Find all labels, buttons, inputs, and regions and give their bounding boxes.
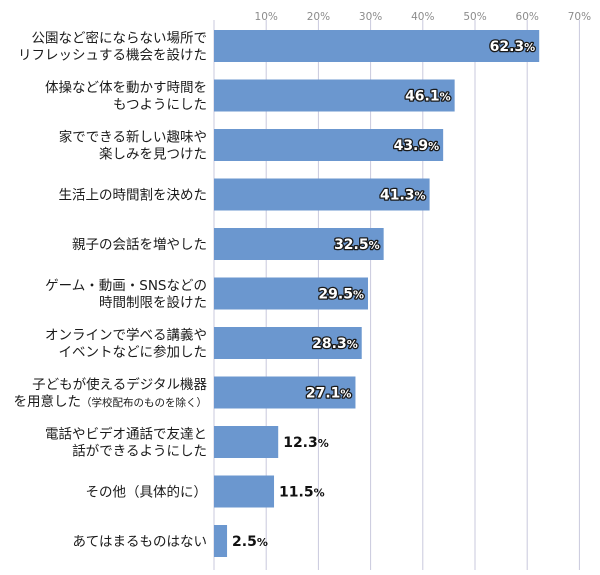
value-label: 32.5%	[334, 237, 380, 253]
tick-label: 60%	[516, 11, 539, 23]
category-label: ゲーム・動画・SNSなどの時間制限を設けた	[45, 278, 207, 311]
value-percent-sign: %	[369, 239, 380, 252]
value-label: 27.1%	[306, 386, 352, 402]
value-percent-sign: %	[347, 338, 358, 351]
bar	[214, 475, 275, 508]
category-label-line: を用意した	[14, 393, 82, 410]
tick-label: 10%	[255, 11, 278, 23]
bar	[214, 129, 444, 161]
value-label: 28.3%	[312, 336, 358, 352]
bar	[214, 178, 430, 211]
value-labels: 62.3%46.1%43.9%41.3%32.5%29.5%28.3%27.1%…	[232, 38, 536, 550]
category-label-line: オンラインで学べる講義や	[45, 327, 207, 344]
category-label: 子どもが使えるデジタル機器を用意した（学校配布のものを除く）	[14, 376, 208, 410]
category-label-line: その他（具体的に）	[86, 485, 208, 501]
value-label: 62.3%	[490, 39, 536, 55]
value-percent-sign: %	[318, 437, 329, 450]
value-percent-sign: %	[524, 41, 535, 54]
value-number: 11.5	[279, 485, 314, 501]
tick-label: 20%	[307, 11, 330, 23]
bar	[214, 376, 356, 409]
value-percent-sign: %	[340, 388, 351, 401]
tick-label: 50%	[463, 11, 486, 23]
category-label-line: もつようにした	[113, 97, 207, 113]
value-number: 62.3	[490, 39, 525, 55]
category-label-line: 生活上の時間割を決めた	[59, 187, 208, 204]
value-number: 46.1	[405, 89, 440, 105]
category-label-line: イベントなどに参加した	[59, 344, 208, 361]
category-label: 公園など密にならない場所でリフレッシュする機会を設けた	[18, 30, 207, 64]
value-percent-sign: %	[440, 91, 451, 104]
value-number: 41.3	[380, 188, 415, 204]
value-number: 29.5	[318, 287, 353, 303]
bar	[214, 426, 279, 458]
category-note: （学校配布のものを除く）	[81, 396, 207, 409]
category-label-line: 時間制限を設けた	[99, 295, 207, 311]
value-label: 29.5%	[318, 287, 364, 303]
category-label: 家でできる新しい趣味や楽しみを見つけた	[59, 129, 207, 163]
category-label-line: 体操など体を動かす時間を	[45, 80, 207, 96]
category-label: 親子の会話を増やした	[72, 236, 207, 253]
bar	[214, 79, 455, 112]
category-label-line: あてはまるものはない	[73, 534, 207, 550]
value-number: 12.3	[283, 435, 318, 451]
value-number: 27.1	[306, 386, 341, 402]
value-number: 28.3	[312, 336, 347, 352]
tick-label: 30%	[359, 11, 382, 23]
category-label-line: ゲーム・動画・SNSなどの	[45, 278, 207, 294]
bar	[214, 228, 384, 260]
category-label-line: 電話やビデオ通話で友達と	[45, 426, 207, 443]
category-label-line: リフレッシュする機会を設けた	[18, 48, 207, 64]
category-label-line: 親子の会話を増やした	[72, 236, 207, 253]
category-label: 生活上の時間割を決めた	[59, 187, 208, 204]
category-label-line: 公園など密にならない場所で	[32, 30, 208, 47]
category-label-line: 楽しみを見つけた	[99, 147, 207, 163]
category-labels: 公園など密にならない場所でリフレッシュする機会を設けた体操など体を動かす時間をも…	[14, 30, 208, 551]
bar	[214, 327, 362, 359]
category-label-line: 子どもが使えるデジタル機器	[32, 376, 207, 393]
tick-label: 70%	[568, 11, 591, 23]
category-label: 体操など体を動かす時間をもつようにした	[45, 80, 207, 113]
bar	[214, 277, 368, 310]
value-number: 32.5	[334, 237, 369, 253]
x-axis-ticks: 10% 20% 30% 40% 50% 60% 70%	[255, 11, 592, 23]
value-label: 41.3%	[380, 188, 426, 204]
value-percent-sign: %	[353, 289, 364, 302]
value-percent-sign: %	[415, 190, 426, 203]
value-label: 2.5%	[232, 534, 268, 550]
category-label: その他（具体的に）	[86, 485, 208, 501]
value-number: 2.5	[232, 534, 257, 550]
bar	[214, 525, 228, 557]
value-label: 12.3%	[283, 435, 329, 451]
category-label: 電話やビデオ通話で友達と話ができるようにした	[45, 426, 207, 460]
category-label: オンラインで学べる講義やイベントなどに参加した	[45, 327, 207, 361]
tick-label: 40%	[411, 11, 434, 23]
value-number: 43.9	[394, 138, 429, 154]
value-percent-sign: %	[314, 487, 325, 500]
value-label: 46.1%	[405, 89, 451, 105]
value-label: 43.9%	[394, 138, 440, 154]
bar	[214, 30, 540, 62]
value-label: 11.5%	[279, 485, 325, 501]
bars	[214, 30, 540, 557]
value-percent-sign: %	[428, 140, 439, 153]
category-label-line: 家でできる新しい趣味や	[59, 129, 207, 146]
value-percent-sign: %	[257, 536, 268, 549]
category-label: あてはまるものはない	[73, 534, 207, 550]
category-label-line: 話ができるようにした	[72, 443, 207, 460]
